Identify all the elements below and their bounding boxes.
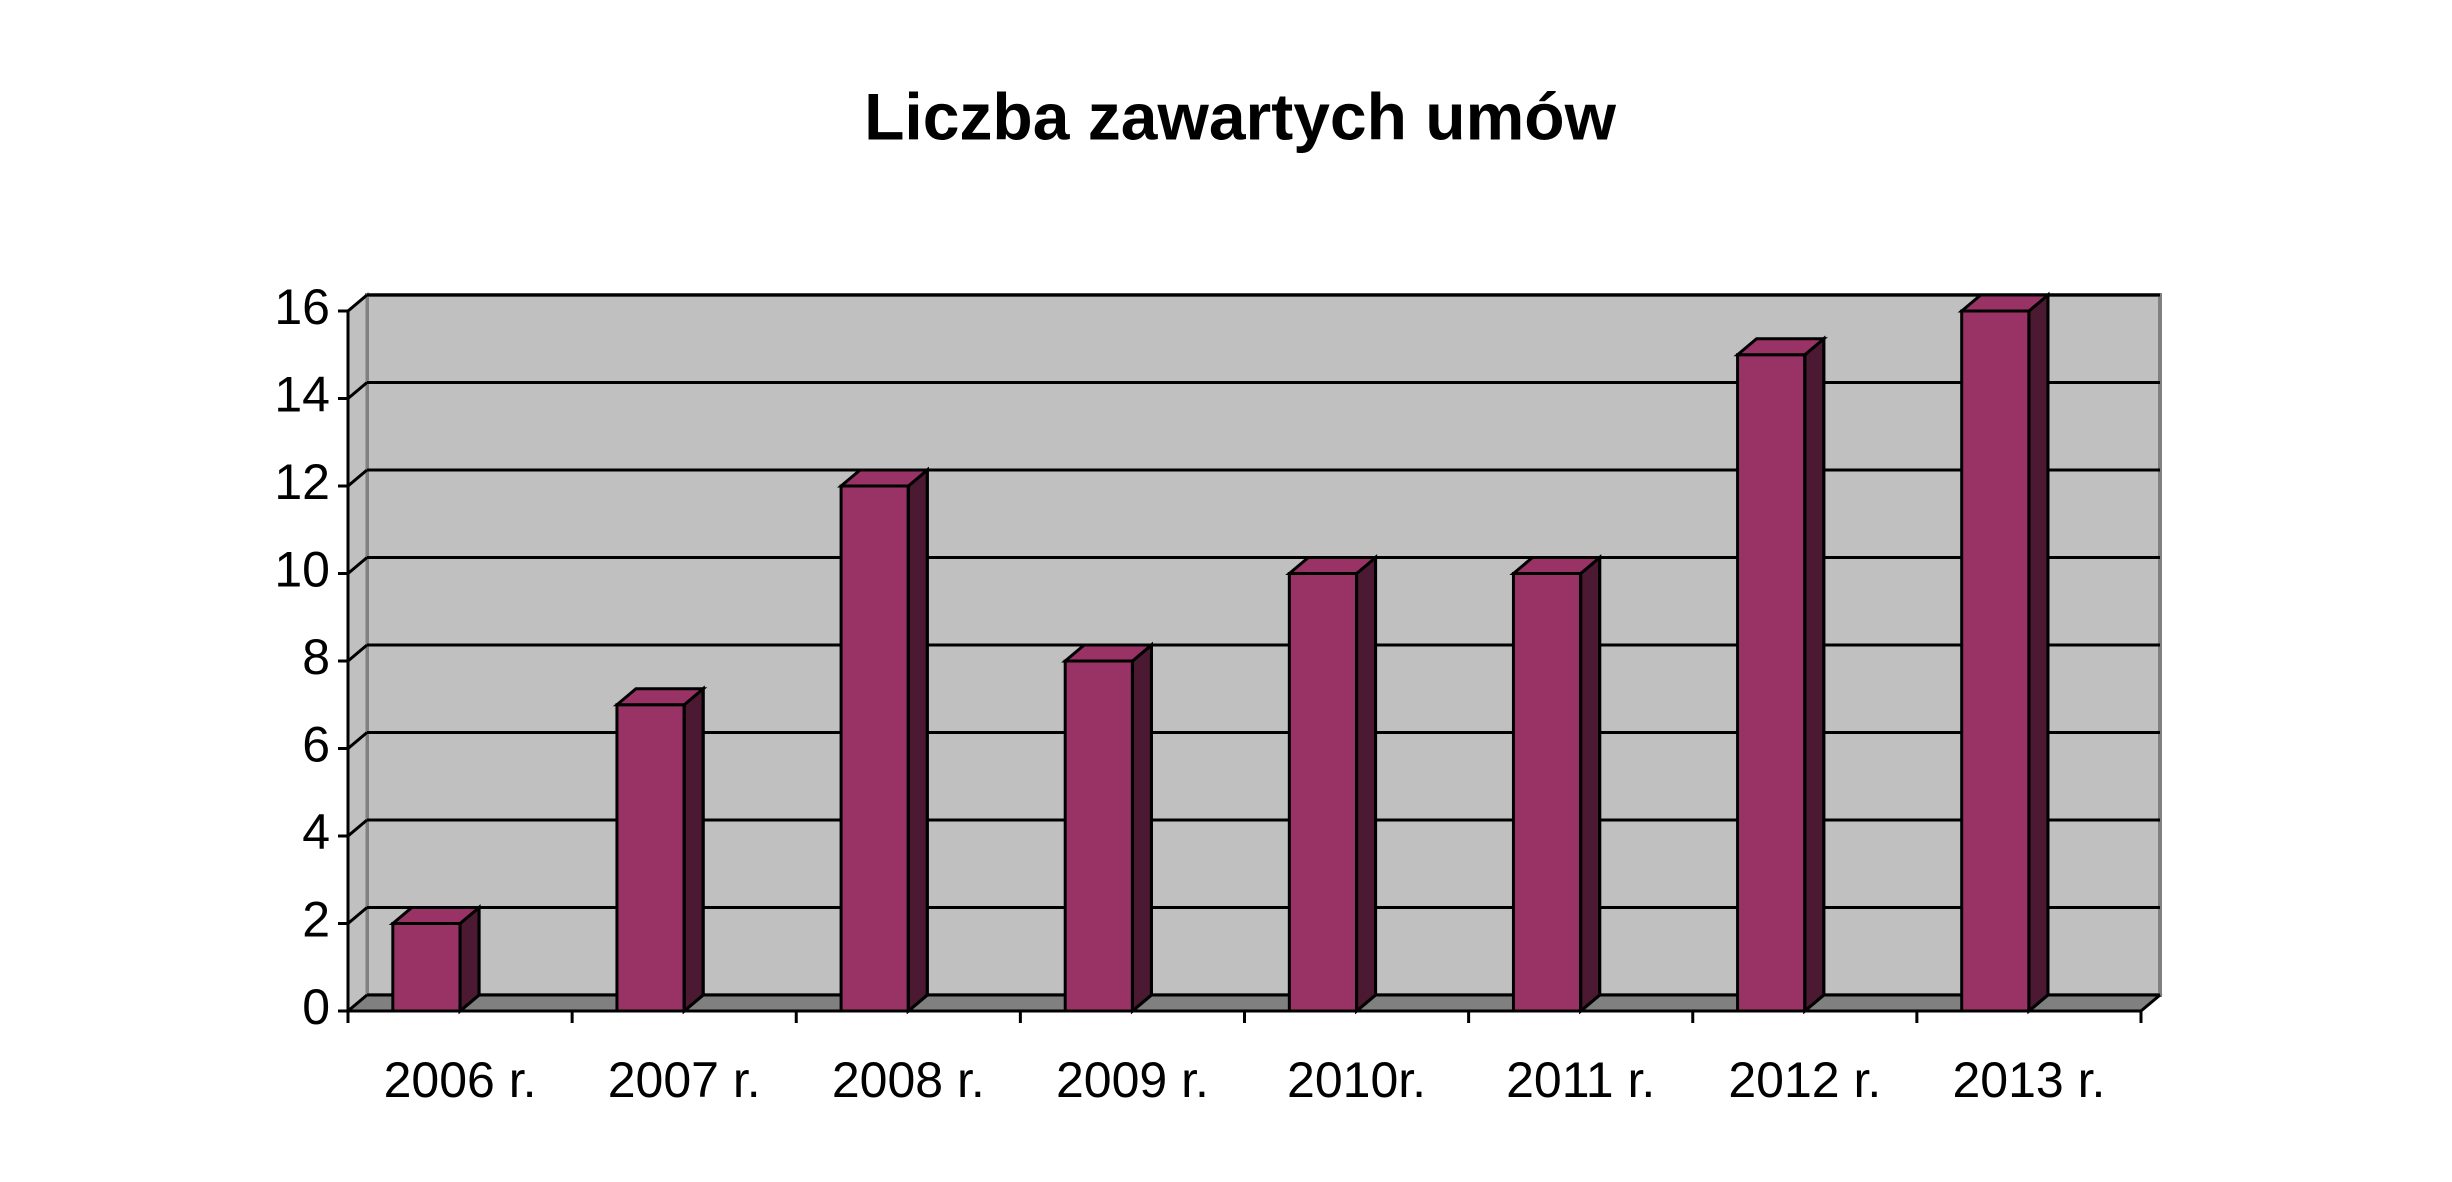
bar bbox=[1733, 335, 1828, 1015]
bar bbox=[1509, 554, 1604, 1015]
bar-top bbox=[1285, 556, 1380, 575]
bar-side-shade bbox=[1579, 554, 1602, 1015]
bar-front bbox=[1960, 309, 2031, 1013]
bar-front bbox=[1063, 659, 1134, 1013]
grid-line bbox=[347, 643, 368, 663]
x-tick-label: 2009 r. bbox=[1056, 1052, 1209, 1108]
x-axis-end bbox=[2140, 993, 2161, 1013]
y-tick-label: 14 bbox=[274, 367, 330, 423]
y-tick-label: 8 bbox=[302, 629, 330, 685]
grid-line bbox=[347, 993, 368, 1013]
bar bbox=[612, 685, 708, 1015]
bar-top bbox=[1733, 337, 1828, 357]
bar-side-shade bbox=[1130, 641, 1153, 1015]
bar bbox=[1061, 641, 1156, 1015]
bar-top bbox=[1957, 293, 2053, 313]
bar-front bbox=[1287, 572, 1359, 1013]
bar bbox=[1285, 554, 1380, 1015]
y-tick-label: 0 bbox=[302, 979, 330, 1035]
grid-line bbox=[347, 293, 368, 313]
bar-front bbox=[839, 484, 910, 1013]
bar-side-shade bbox=[1355, 554, 1378, 1015]
x-tick-label: 2013 r. bbox=[1952, 1052, 2105, 1108]
x-tick-label: 2007 r. bbox=[608, 1052, 761, 1108]
grid-line bbox=[347, 468, 368, 488]
x-tick-label: 2008 r. bbox=[832, 1052, 985, 1108]
bar-top bbox=[388, 906, 484, 925]
grid-line bbox=[347, 381, 368, 400]
bar-front bbox=[615, 703, 686, 1013]
grid-line bbox=[347, 731, 368, 750]
bar bbox=[836, 466, 932, 1015]
bar-side-shade bbox=[2027, 291, 2050, 1015]
x-tick-label: 2011 r. bbox=[1506, 1052, 1655, 1108]
bar-front bbox=[1511, 572, 1583, 1013]
bar-top bbox=[1061, 643, 1156, 663]
grid-line bbox=[347, 556, 368, 575]
bar bbox=[1957, 291, 2053, 1015]
bar-front bbox=[391, 922, 462, 1013]
grid-line bbox=[347, 906, 368, 925]
y-tick-label: 16 bbox=[274, 279, 330, 335]
y-tick-label: 2 bbox=[302, 892, 330, 948]
bar-top bbox=[836, 468, 932, 488]
y-tick-label: 4 bbox=[302, 804, 330, 860]
x-tick-label: 2010r. bbox=[1287, 1052, 1426, 1108]
bar-top bbox=[1509, 556, 1604, 575]
y-tick-label: 12 bbox=[274, 454, 330, 510]
bar bbox=[388, 904, 484, 1015]
x-tick-label: 2006 r. bbox=[384, 1052, 537, 1108]
chart-title: Liczba zawartych umów bbox=[864, 79, 1617, 153]
x-tick-label: 2012 r. bbox=[1728, 1052, 1881, 1108]
bar-side-shade bbox=[682, 685, 705, 1015]
grid-line bbox=[347, 818, 368, 838]
bar-front bbox=[1736, 353, 1807, 1013]
bar-side-shade bbox=[1803, 335, 1826, 1015]
y-tick-label: 6 bbox=[302, 717, 330, 773]
bar-top bbox=[612, 687, 708, 707]
bar-side-shade bbox=[906, 466, 929, 1015]
y-tick-label: 10 bbox=[274, 542, 330, 598]
